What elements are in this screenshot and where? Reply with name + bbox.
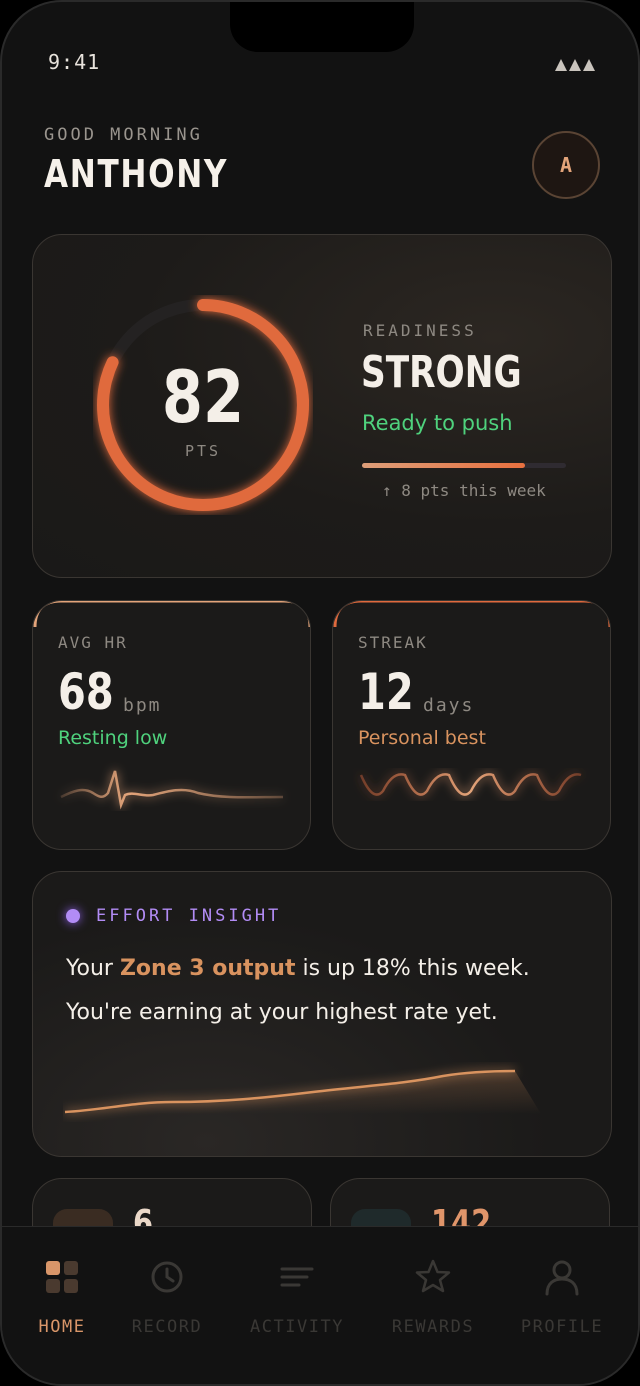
streak-note: Personal best	[358, 727, 486, 749]
user-icon	[545, 1260, 579, 1296]
avg-hr-label: AVG HR	[58, 633, 128, 652]
avg-hr-unit: bpm	[123, 695, 162, 716]
insight-label: EFFORT INSIGHT	[96, 906, 282, 926]
grid-icon	[46, 1261, 78, 1293]
avg-hr-card[interactable]: AVG HR 68 bpm Resting low	[32, 600, 311, 850]
streak-label: STREAK	[358, 633, 428, 652]
readiness-score-unit: PTS	[184, 442, 222, 460]
readiness-progress-bar	[362, 463, 566, 468]
tab-label: RECORD	[131, 1317, 203, 1337]
notch	[230, 2, 414, 52]
tab-rewards[interactable]: REWARDS	[378, 1257, 488, 1337]
streak-unit: days	[423, 695, 475, 716]
tab-label: HOME	[38, 1317, 86, 1337]
streak-wave-graph	[359, 773, 582, 796]
tab-label: ACTIVITY	[250, 1317, 344, 1337]
tab-label: PROFILE	[520, 1317, 604, 1337]
user-name: ANTHONY	[44, 152, 229, 196]
insight-dot-icon	[66, 909, 80, 923]
insight-text-line-2: You're earning at your highest rate yet.	[66, 1000, 498, 1025]
star-icon	[415, 1259, 451, 1293]
greeting: GOOD MORNING	[44, 125, 203, 145]
readiness-subtitle: Ready to push	[362, 411, 513, 435]
card-accent	[333, 601, 610, 628]
tab-bar: HOME RECORD ACTIVITY REWARDS	[2, 1226, 638, 1384]
insight-text-line-1: Your Zone 3 output is up 18% this week.	[66, 956, 530, 981]
tab-profile[interactable]: PROFILE	[507, 1257, 617, 1337]
readiness-label: READINESS	[363, 321, 477, 340]
heartbeat-graph	[60, 770, 284, 810]
effort-trend-graph	[64, 1069, 541, 1114]
signal-icon	[555, 59, 595, 71]
tab-record[interactable]: RECORD	[112, 1257, 222, 1337]
avg-hr-value: 68	[58, 663, 114, 721]
readiness-score: 82	[161, 355, 245, 439]
effort-insight-card[interactable]: EFFORT INSIGHT Your Zone 3 output is up …	[32, 871, 612, 1157]
streak-card[interactable]: STREAK 12 days Personal best	[332, 600, 611, 850]
avg-hr-note: Resting low	[58, 727, 168, 749]
readiness-delta: ↑ 8 pts this week	[382, 481, 546, 500]
readiness-card[interactable]: 82 PTS READINESS STRONG Ready to push ↑ …	[32, 234, 612, 578]
card-accent	[33, 601, 310, 628]
status-time: 9:41	[48, 50, 101, 74]
readiness-status: STRONG	[361, 347, 522, 398]
list-icon	[280, 1267, 314, 1287]
tab-label: REWARDS	[391, 1317, 475, 1337]
tab-home[interactable]: HOME	[7, 1257, 117, 1337]
clock-icon	[151, 1261, 183, 1293]
readiness-ring	[97, 299, 309, 511]
tab-activity[interactable]: ACTIVITY	[242, 1257, 352, 1337]
readiness-progress-fill	[362, 463, 526, 468]
insight-highlight: Zone 3 output	[119, 956, 296, 981]
avatar-button[interactable]: A	[532, 131, 600, 199]
streak-value: 12	[358, 663, 414, 721]
